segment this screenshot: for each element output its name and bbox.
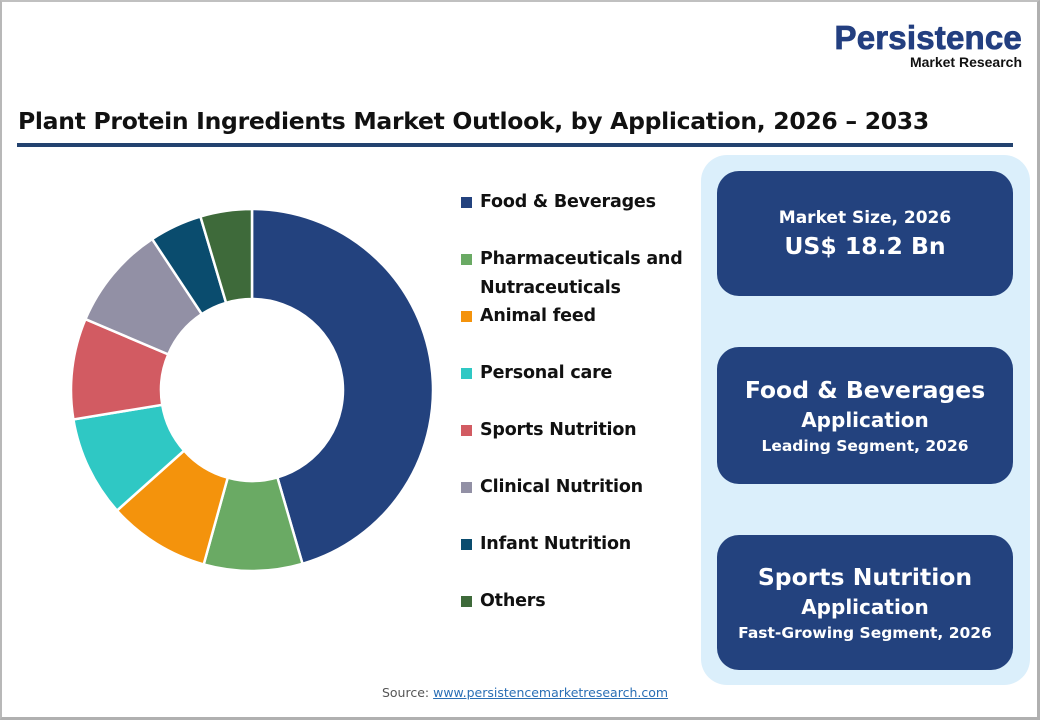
legend-item-sports-nutrition: Sports Nutrition <box>461 416 637 445</box>
market-size-label: Market Size, 2026 <box>778 207 952 228</box>
legend-label: Food & Beverages <box>480 192 656 212</box>
legend-label: Clinical Nutrition <box>480 477 643 497</box>
legend-item-animal-feed: Animal feed <box>461 302 596 331</box>
legend-swatch <box>461 482 472 493</box>
brand-logo: Persistence Market Research <box>834 19 1022 70</box>
source-link[interactable]: www.persistencemarketresearch.com <box>433 685 669 700</box>
donut-slice-food-beverages <box>250 207 435 566</box>
fastest-segment-caption: Fast-Growing Segment, 2026 <box>738 623 992 642</box>
legend-label: Pharmaceuticals and Nutraceuticals <box>480 245 683 303</box>
fastest-segment-type: Application <box>801 594 929 619</box>
legend-label: Sports Nutrition <box>480 420 637 440</box>
leading-segment-card: Food & Beverages Application Leading Seg… <box>717 347 1013 484</box>
legend-label-line1: Pharmaceuticals and <box>480 249 683 269</box>
leading-segment-name: Food & Beverages <box>744 375 986 404</box>
legend-swatch <box>461 539 472 550</box>
market-size-value: US$ 18.2 Bn <box>784 231 946 260</box>
legend-swatch <box>461 368 472 379</box>
legend-swatch <box>461 254 472 265</box>
legend-swatch <box>461 425 472 436</box>
legend-swatch <box>461 311 472 322</box>
legend-item-personal-care: Personal care <box>461 359 612 388</box>
legend-item-clinical-nutrition: Clinical Nutrition <box>461 473 643 502</box>
leading-segment-type: Application <box>801 407 929 432</box>
legend-swatch <box>461 596 472 607</box>
legend-label: Infant Nutrition <box>480 534 632 554</box>
leading-segment-caption: Leading Segment, 2026 <box>761 436 969 455</box>
source-label: Source: <box>381 685 430 700</box>
market-size-card: Market Size, 2026 US$ 18.2 Bn <box>717 171 1013 296</box>
legend-label-line2: Nutraceuticals <box>480 278 621 298</box>
donut-chart <box>69 207 435 573</box>
chart-title: Plant Protein Ingredients Market Outlook… <box>18 107 929 135</box>
legend-label: Others <box>480 591 546 611</box>
legend-label: Personal care <box>480 363 613 383</box>
fastest-segment-card: Sports Nutrition Application Fast-Growin… <box>717 535 1013 670</box>
legend-label: Animal feed <box>480 306 596 326</box>
legend-item-pharmaceuticals-nutraceuticals: Pharmaceuticals and Nutraceuticals <box>461 245 683 303</box>
logo-brand-text: Persistence <box>834 19 1022 56</box>
fastest-segment-name: Sports Nutrition <box>757 562 973 591</box>
legend-item-infant-nutrition: Infant Nutrition <box>461 530 631 559</box>
legend-swatch <box>461 197 472 208</box>
legend-item-others: Others <box>461 587 546 616</box>
donut-slice-others <box>198 207 254 305</box>
logo-tagline: Market Research <box>909 54 1022 70</box>
title-underline <box>17 143 1013 147</box>
legend-item-food-beverages: Food & Beverages <box>461 188 656 217</box>
source-note: Source: www.persistencemarketresearch.co… <box>0 685 1040 700</box>
